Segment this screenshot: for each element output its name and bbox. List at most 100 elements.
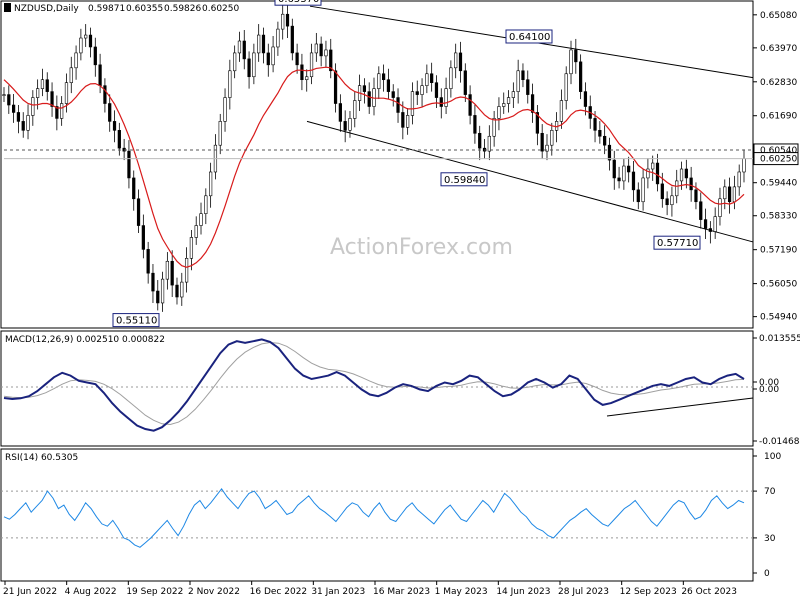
price-tick-label: 0.63970 (760, 44, 797, 54)
ohlc-low: 0.59826 (164, 4, 201, 14)
candle-body (713, 216, 717, 232)
candle-body (377, 73, 381, 89)
candle-body (74, 52, 78, 69)
candle-body (699, 201, 703, 220)
candle-body (7, 94, 11, 106)
candle-body (559, 100, 564, 122)
candle-body (247, 58, 251, 78)
candle-body (444, 88, 448, 107)
rsi-tick-label: 0 (764, 569, 770, 579)
candle-body (386, 79, 391, 92)
candle-body (430, 73, 434, 83)
candle-body (708, 228, 712, 232)
candle-body (314, 43, 318, 54)
candle-body (454, 52, 458, 69)
candle-body (732, 186, 737, 203)
candle-body (415, 91, 419, 95)
candle-body (468, 94, 472, 116)
candle-body (146, 249, 150, 274)
candle-body (276, 28, 280, 48)
candle-body (406, 115, 410, 128)
callout-box (505, 29, 553, 44)
candle-body (237, 40, 242, 54)
candle-body (420, 85, 424, 95)
price-tick-label: 0.57190 (760, 246, 797, 256)
moving-average-line (3, 66, 745, 268)
time-axis: 21 Jun 2022 4 Aug 2022 19 Sep 2022 2 Nov 20… (3, 581, 737, 597)
price-tick-label: 0.60250 (760, 155, 797, 165)
price-callouts: 0.65370 0.64100 0.59840 0.57710 0.55110 (112, 0, 701, 328)
macd-tick-label: 0.00 (759, 378, 779, 388)
candle-body (478, 132, 482, 149)
candle-body (362, 85, 367, 92)
time-tick-label: 1 May 2023 (435, 587, 488, 597)
candle-body (449, 67, 453, 89)
candle-body (55, 106, 59, 119)
price-tick-label: 0.62830 (760, 78, 797, 88)
macd-panel: MACD(12,26,9) 0.002510 0.000822 0.013555… (0, 330, 800, 447)
callout-box (440, 172, 488, 187)
candle-body (737, 171, 741, 188)
candle-body (31, 97, 35, 116)
candle-body (103, 85, 107, 104)
candle-body (622, 165, 626, 182)
candle-body (108, 103, 112, 122)
price-tick-label: 0.56050 (760, 280, 797, 290)
candle-body (487, 135, 491, 152)
macd-label: MACD(12,26,9) 0.002510 0.000822 (5, 335, 165, 345)
rsi-line (3, 487, 745, 548)
candle-body (727, 186, 732, 203)
candle-body (511, 91, 515, 98)
callout-label: 0.55110 (116, 316, 157, 327)
macd-tick-label: 0.013555 (759, 334, 800, 344)
callout-label: 0.59840 (444, 175, 485, 186)
candle-body (319, 43, 323, 57)
candle-body (40, 79, 45, 89)
candle-body (545, 144, 549, 152)
candle-body (233, 52, 237, 72)
candle-body (689, 177, 693, 191)
time-tick-label: 21 Jun 2022 (3, 587, 57, 597)
time-tick-label: 12 Sep 2023 (620, 587, 677, 597)
callout-label: 0.65370 (278, 0, 319, 5)
candle-body (165, 260, 169, 280)
candle-body (170, 260, 174, 286)
price-tick-label: 0.58330 (760, 212, 797, 222)
candle-body (694, 189, 698, 203)
candle-body (535, 112, 539, 134)
candle-body (112, 121, 117, 131)
candle-body (160, 278, 165, 304)
candle-body (607, 144, 612, 161)
time-tick-label: 28 Jul 2023 (558, 587, 609, 597)
candle-body (684, 168, 688, 179)
candle-body (583, 91, 588, 107)
macd-signal-line (3, 341, 745, 426)
candle-body (660, 183, 664, 200)
candle-body (21, 121, 25, 131)
candle-body (16, 112, 21, 122)
candle-body (617, 177, 621, 182)
candle-body (199, 213, 203, 226)
time-tick-label: 16 Dec 2022 (250, 587, 308, 597)
candle-body (194, 225, 198, 238)
candle-body (396, 97, 400, 113)
symbol-label: NZDUSD,Daily (14, 4, 79, 14)
main-panel: ActionForex.com 0.65370 0.64100 0.59840 0.5… (0, 0, 754, 329)
candle-body (348, 118, 352, 131)
rsi-axis: 100 70 30 0 (753, 452, 781, 579)
candle-body (228, 70, 232, 98)
candle-body (670, 195, 674, 206)
candle-body (132, 177, 136, 200)
candle-body (679, 168, 684, 182)
time-tick-label: 2 Nov 2022 (188, 587, 240, 597)
candle-body (353, 100, 357, 119)
candle-body (703, 219, 708, 229)
candle-body (69, 67, 73, 83)
candle-body (180, 281, 184, 298)
candle-body (50, 91, 54, 107)
candle-body (156, 290, 160, 304)
callout-box (112, 313, 160, 328)
time-tick-label: 16 Mar 2023 (373, 587, 430, 597)
